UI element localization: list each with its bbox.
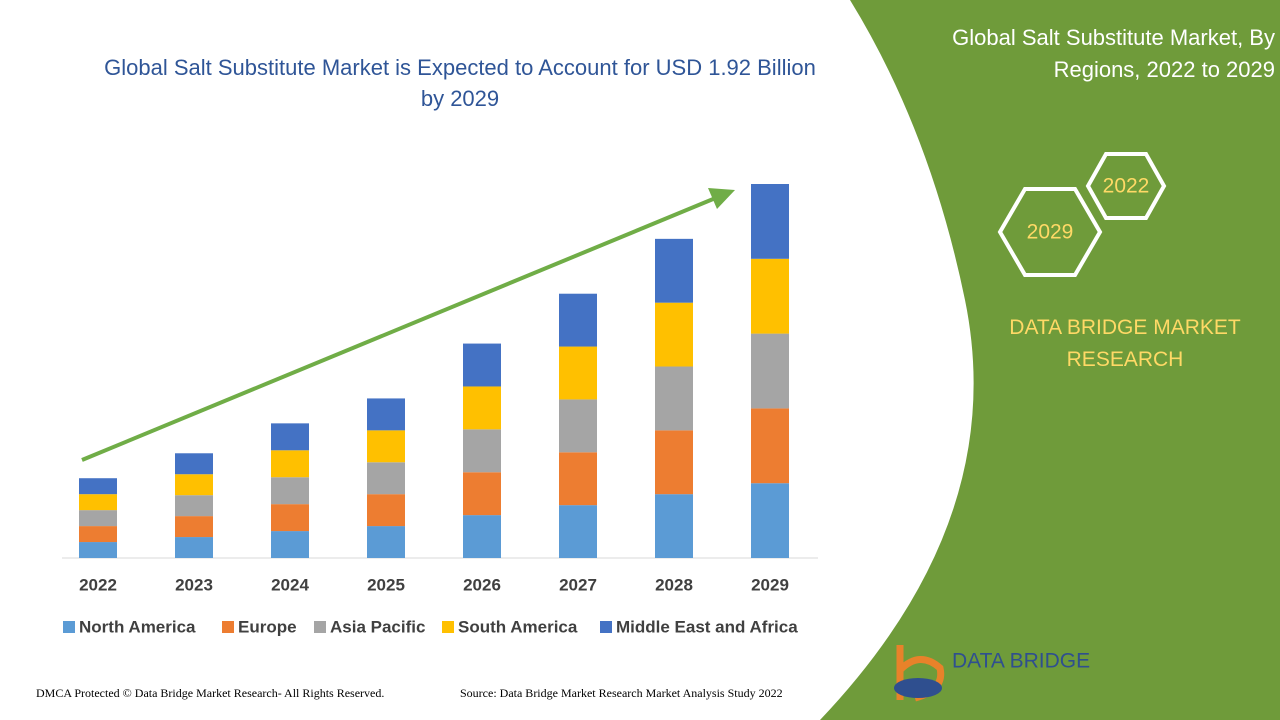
trend-arrow	[81, 195, 719, 462]
bar-segment	[271, 477, 309, 505]
bar-segment	[559, 293, 597, 347]
x-tick-label: 2023	[175, 575, 213, 594]
legend-label: Europe	[238, 617, 297, 636]
bar-segment	[751, 408, 789, 484]
bar-segment	[463, 343, 501, 387]
bar-segment	[463, 472, 501, 516]
arrow-head	[708, 188, 735, 209]
bar-segment	[655, 238, 693, 303]
logo-mark	[894, 678, 942, 698]
bar-segment	[367, 494, 405, 527]
side-title: Global Salt Substitute Market, By Region…	[952, 25, 1275, 82]
legend-label: Middle East and Africa	[616, 617, 798, 636]
hexagon	[997, 187, 1103, 277]
bar-segment	[271, 531, 309, 558]
bar-segment	[271, 450, 309, 478]
bar-segment	[367, 398, 405, 431]
bar-segment	[655, 494, 693, 558]
side-panel-bg	[820, 0, 1280, 720]
legend-swatch	[222, 621, 234, 633]
bar-segment	[79, 526, 117, 543]
bar-segment	[79, 494, 117, 511]
legend-label: South America	[458, 617, 578, 636]
bar-segment	[751, 483, 789, 558]
hexagon	[1085, 152, 1167, 220]
bar-segment	[271, 504, 309, 532]
legend-swatch	[600, 621, 612, 633]
x-tick-label: 2024	[271, 575, 309, 594]
bar-segment	[655, 430, 693, 495]
bar-segment	[175, 537, 213, 558]
bar-segment	[175, 453, 213, 475]
bar-segment	[463, 386, 501, 430]
legend-label: North America	[79, 617, 196, 636]
bar-segment	[751, 333, 789, 409]
bar-segment	[559, 505, 597, 558]
bar-segment	[751, 184, 789, 259]
legend-swatch	[442, 621, 454, 633]
x-tick-label: 2029	[751, 575, 789, 594]
bar-segment	[175, 516, 213, 538]
copyright: DMCA Protected © Data Bridge Market Rese…	[36, 686, 385, 700]
bar-segment	[559, 346, 597, 400]
source: Source: Data Bridge Market Research Mark…	[460, 686, 783, 700]
x-tick-label: 2027	[559, 575, 597, 594]
x-tick-label: 2022	[79, 575, 117, 594]
brand-text: DATA BRIDGE MARKET RESEARCH	[1009, 316, 1241, 371]
hexagon-label: 2029	[1027, 221, 1074, 244]
x-tick-label: 2026	[463, 575, 501, 594]
bar-segment	[367, 430, 405, 463]
bar-segment	[559, 399, 597, 453]
bar-segment	[367, 526, 405, 558]
bar-segment	[367, 462, 405, 495]
logo-text: DATA BRIDGE	[952, 650, 1090, 673]
bar-segment	[559, 452, 597, 506]
bar-segment	[463, 429, 501, 473]
hexagon-label: 2022	[1103, 175, 1150, 198]
x-tick-label: 2028	[655, 575, 693, 594]
bar-segment	[271, 423, 309, 451]
legend-swatch	[63, 621, 75, 633]
bar-segment	[175, 495, 213, 517]
legend-swatch	[314, 621, 326, 633]
bar-segment	[463, 515, 501, 558]
bar-segment	[655, 302, 693, 367]
bar-segment	[655, 366, 693, 431]
x-tick-label: 2025	[367, 575, 405, 594]
legend-label: Asia Pacific	[330, 617, 425, 636]
bar-segment	[175, 474, 213, 496]
chart-title: Global Salt Substitute Market is Expecte…	[104, 55, 816, 111]
bar-segment	[79, 478, 117, 495]
bar-segment	[751, 258, 789, 334]
bar-segment	[79, 510, 117, 527]
bar-segment	[79, 542, 117, 558]
